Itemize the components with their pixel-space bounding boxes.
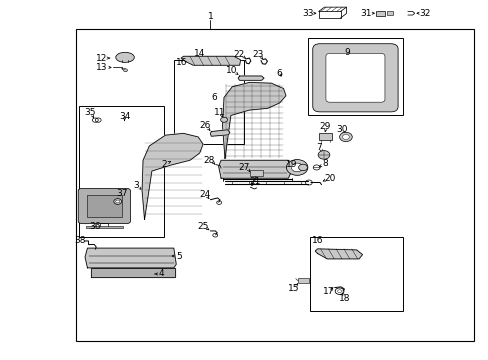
Polygon shape <box>91 268 175 277</box>
Circle shape <box>286 159 307 175</box>
Text: 4: 4 <box>159 269 164 278</box>
Circle shape <box>318 150 329 159</box>
Text: 10: 10 <box>225 66 237 75</box>
Text: 17: 17 <box>323 287 334 296</box>
Text: 25: 25 <box>197 222 208 231</box>
Bar <box>250 170 262 176</box>
Text: 13: 13 <box>96 63 107 72</box>
Circle shape <box>116 200 120 203</box>
Text: 35: 35 <box>84 108 96 117</box>
Text: 22: 22 <box>233 50 244 59</box>
Polygon shape <box>85 248 176 268</box>
FancyBboxPatch shape <box>78 189 130 224</box>
FancyBboxPatch shape <box>325 53 384 102</box>
Text: 28: 28 <box>203 156 215 165</box>
Bar <box>318 133 331 140</box>
Bar <box>173 60 244 144</box>
Text: 26: 26 <box>200 121 211 130</box>
Text: 1: 1 <box>207 12 213 21</box>
Bar <box>386 11 392 15</box>
Text: 33: 33 <box>302 9 313 18</box>
Bar <box>307 39 402 116</box>
Text: 18: 18 <box>339 294 350 303</box>
Text: 3: 3 <box>133 181 139 190</box>
Bar <box>79 107 163 237</box>
Text: 2: 2 <box>162 160 167 169</box>
Text: 14: 14 <box>194 49 205 58</box>
Text: 8: 8 <box>322 159 327 168</box>
Polygon shape <box>222 82 285 158</box>
Text: 6: 6 <box>210 93 216 102</box>
Polygon shape <box>142 134 203 220</box>
Bar <box>76 30 473 341</box>
Text: 20: 20 <box>324 174 335 183</box>
Text: 32: 32 <box>418 9 430 18</box>
Text: 21: 21 <box>249 177 261 186</box>
Polygon shape <box>218 160 290 178</box>
Circle shape <box>114 199 122 204</box>
Text: 9: 9 <box>344 48 349 57</box>
Text: 29: 29 <box>319 122 330 131</box>
Text: 23: 23 <box>251 50 263 59</box>
Text: 12: 12 <box>96 54 107 63</box>
Text: 37: 37 <box>116 189 127 198</box>
Ellipse shape <box>116 52 134 62</box>
Text: 16: 16 <box>312 237 323 246</box>
Text: 27: 27 <box>238 163 250 172</box>
Bar <box>298 278 308 283</box>
Polygon shape <box>238 76 264 80</box>
Text: 38: 38 <box>74 236 86 245</box>
Circle shape <box>342 134 348 139</box>
Text: 7: 7 <box>316 143 321 152</box>
Bar <box>310 237 402 311</box>
Text: 30: 30 <box>336 125 347 134</box>
Polygon shape <box>210 130 229 136</box>
Text: 19: 19 <box>285 160 297 169</box>
Bar <box>375 11 384 16</box>
Polygon shape <box>181 56 240 65</box>
Text: 11: 11 <box>214 108 225 117</box>
Circle shape <box>291 163 303 172</box>
Bar <box>86 226 122 228</box>
Text: 34: 34 <box>119 112 130 121</box>
Circle shape <box>339 132 351 141</box>
Circle shape <box>123 69 127 72</box>
Bar <box>87 195 122 217</box>
Text: 5: 5 <box>176 252 182 261</box>
Polygon shape <box>315 249 362 259</box>
Text: 24: 24 <box>199 190 210 199</box>
Text: 15: 15 <box>287 284 298 293</box>
Circle shape <box>220 117 227 122</box>
FancyBboxPatch shape <box>312 44 397 112</box>
Text: 6: 6 <box>276 69 282 78</box>
Text: 16: 16 <box>176 58 187 67</box>
Text: 36: 36 <box>89 222 101 231</box>
Circle shape <box>298 164 307 171</box>
Text: 31: 31 <box>360 9 371 18</box>
